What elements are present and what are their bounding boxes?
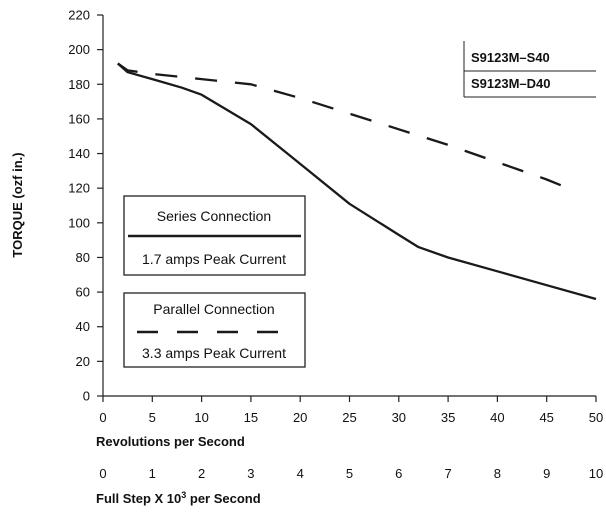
series-line-solid [117, 62, 597, 301]
x-tick-label: 20 [293, 410, 307, 425]
x2-tick-label: 5 [346, 466, 353, 481]
x-tick-label: 45 [539, 410, 553, 425]
model-d40: S9123M–D40 [471, 76, 551, 91]
y-tick-label: 60 [76, 285, 90, 300]
x2-tick-label: 7 [444, 466, 451, 481]
x-tick-label: 35 [441, 410, 455, 425]
x2-axis-title-sup: 3 [181, 490, 186, 500]
model-box: S9123M–S40 S9123M–D40 [463, 41, 596, 98]
legend-series-note: 1.7 amps Peak Current [142, 251, 286, 267]
x2-axis-title-prefix: Full Step X 10 [96, 491, 181, 506]
x-axis-title: Revolutions per Second [96, 434, 245, 449]
x2-tick-label: 0 [99, 466, 106, 481]
y-axis-title: TORQUE (ozf in.) [10, 152, 25, 257]
x2-tick-label: 8 [494, 466, 501, 481]
x2-tick-label: 2 [198, 466, 205, 481]
x2-tick-label: 6 [395, 466, 402, 481]
y-tick-label: 20 [76, 354, 90, 369]
y-tick-label: 160 [68, 111, 90, 126]
x2-axis-title: Full Step X 103 per Second [96, 490, 261, 506]
x-tick-label: 0 [99, 410, 106, 425]
legend-parallel-note: 3.3 amps Peak Current [142, 345, 286, 361]
x2-tick-labels: 0 1 2 3 4 5 6 7 8 9 10 [99, 466, 603, 481]
legend-series-title: Series Connection [157, 208, 271, 224]
x2-tick-label: 3 [247, 466, 254, 481]
y-tick-label: 140 [68, 146, 90, 161]
x-tick-label: 30 [392, 410, 406, 425]
model-box-frame [464, 41, 596, 97]
y-tick-label: 80 [76, 250, 90, 265]
y-tick-label: 0 [83, 389, 90, 404]
x2-tick-label: 10 [589, 466, 603, 481]
x2-tick-label: 4 [297, 466, 304, 481]
y-tick-label: 40 [76, 319, 90, 334]
x-tick-label: 25 [342, 410, 356, 425]
x2-tick-label: 1 [149, 466, 156, 481]
legend-series: Series Connection 1.7 amps Peak Current [123, 195, 306, 276]
x-tick-label: 15 [244, 410, 258, 425]
legend-parallel-title: Parallel Connection [153, 301, 274, 317]
x-tick-label: 10 [194, 410, 208, 425]
x-tick-labels: 0 5 10 15 20 25 30 35 40 45 50 [99, 396, 603, 425]
model-s40: S9123M–S40 [471, 50, 550, 65]
series-line-dashed [117, 62, 577, 193]
x-tick-label: 50 [589, 410, 603, 425]
y-tick-label: 200 [68, 42, 90, 57]
legend-parallel: Parallel Connection 3.3 amps Peak Curren… [123, 292, 306, 368]
x2-tick-label: 9 [543, 466, 550, 481]
y-tick-label: 120 [68, 181, 90, 196]
y-tick-labels: 0 20 40 60 80 100 120 140 160 180 200 220 [68, 8, 103, 404]
y-tick-label: 100 [68, 215, 90, 230]
y-tick-label: 180 [68, 77, 90, 92]
x-tick-label: 5 [149, 410, 156, 425]
x-tick-label: 40 [490, 410, 504, 425]
y-tick-label: 220 [68, 8, 90, 23]
legend-parallel-frame [123, 292, 306, 368]
curves [117, 62, 597, 301]
x2-axis-title-suffix: per Second [186, 491, 260, 506]
